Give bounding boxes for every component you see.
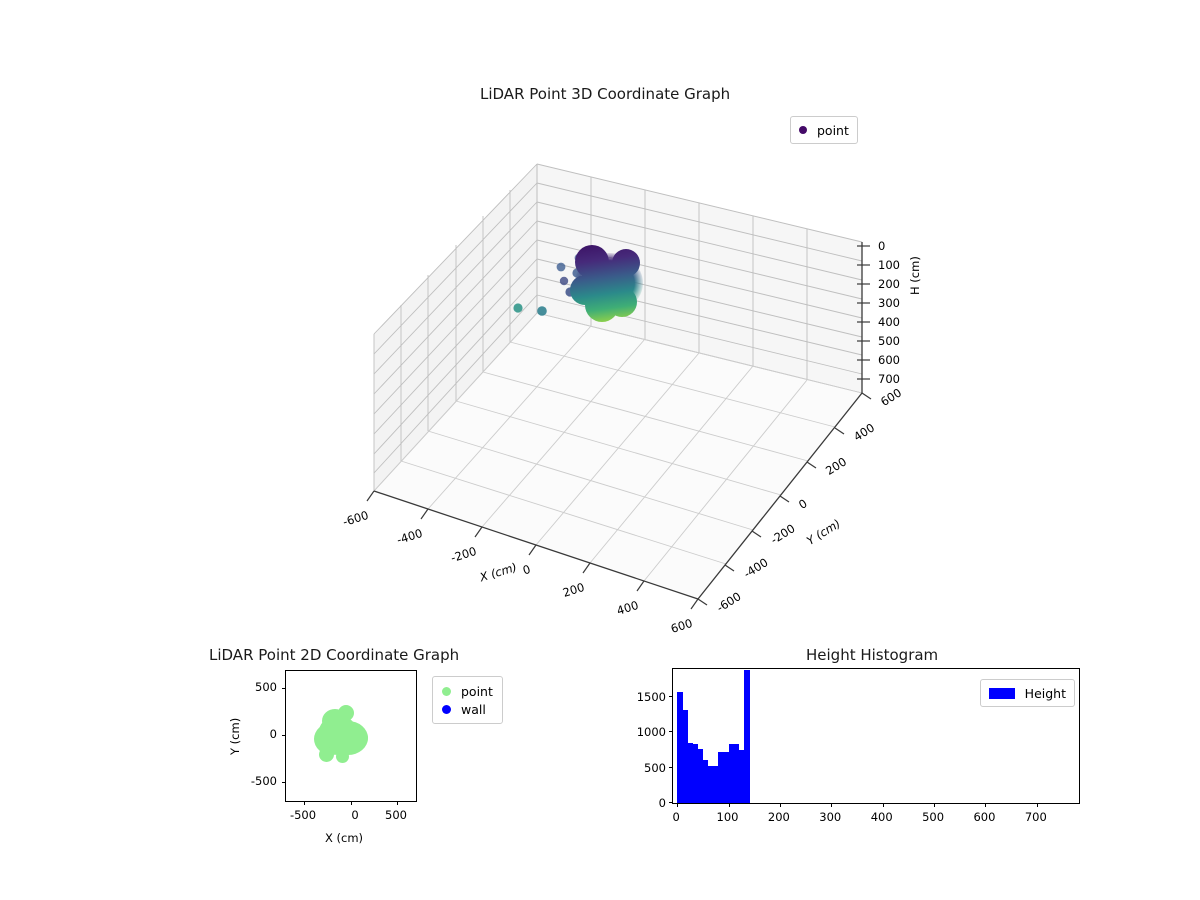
- hist-x-tick-700: 700: [1024, 810, 1047, 824]
- histogram-bar: [728, 744, 735, 803]
- plot2d-axes[interactable]: [282, 670, 417, 805]
- histogram-bars: [673, 669, 1079, 803]
- h-tick-100: 100: [878, 258, 900, 272]
- hist-y-tick-1000: 1000: [636, 725, 666, 739]
- point-marker-icon: [442, 686, 451, 696]
- h-tick-400: 400: [878, 315, 900, 329]
- y-tickmark: [669, 696, 673, 697]
- histogram-bar: [738, 749, 745, 803]
- histogram-bar: [687, 743, 693, 803]
- plot2d-legend: point wall: [432, 676, 503, 724]
- y-tickmark: [669, 802, 673, 803]
- y-tickmark: [282, 688, 286, 689]
- x-tickmark: [831, 803, 833, 807]
- hist-x-tick-400: 400: [870, 810, 893, 824]
- histogram-bar: [718, 751, 724, 803]
- y-tickmark: [282, 782, 286, 783]
- x-tickmark: [934, 803, 936, 807]
- x-tickmark: [397, 801, 398, 805]
- scatter-blob: [319, 747, 334, 762]
- plot2d-y-tick-0: 0: [269, 727, 277, 741]
- y-tickmark: [282, 735, 286, 736]
- h-tick-200: 200: [878, 277, 900, 291]
- plot3d-canvas: [366, 163, 872, 610]
- scatter-blob: [316, 727, 330, 741]
- histogram-bar: [733, 743, 740, 803]
- histogram-bar: [692, 743, 699, 803]
- hist-x-tick-600: 600: [973, 810, 996, 824]
- legend-label: point: [817, 122, 849, 138]
- scatter-blob: [346, 727, 368, 749]
- hist-y-tick-0: 0: [658, 796, 666, 810]
- scatter-blob: [338, 705, 354, 721]
- histogram-legend: Height: [979, 679, 1075, 707]
- x-tickmark: [985, 803, 987, 807]
- plot3d-axes[interactable]: 0 100 200 300 400 500 600 700 H (cm) -60…: [330, 150, 922, 636]
- legend-item-wall: wall: [442, 700, 493, 718]
- point-marker-icon: [799, 126, 807, 134]
- plot2d-y-tick--500: -500: [250, 774, 277, 788]
- plot2d-x-tick-500: 500: [385, 808, 407, 822]
- plot2d-y-axis-label: Y (cm): [228, 717, 242, 755]
- h-axis-label: H (cm): [908, 256, 922, 295]
- h-tick-600: 600: [878, 353, 900, 367]
- h-tick-0: 0: [878, 239, 886, 253]
- histogram-bar: [682, 709, 688, 803]
- x-tickmark: [728, 803, 730, 807]
- plot2d-x-tick--500: -500: [289, 808, 317, 822]
- histogram-bar: [677, 691, 683, 803]
- hist-x-tick-100: 100: [716, 810, 739, 824]
- hist-y-tick-500: 500: [644, 761, 666, 775]
- plot3d-title: LiDAR Point 3D Coordinate Graph: [480, 85, 731, 103]
- histogram-bar: [707, 766, 714, 803]
- histogram-bar: [697, 748, 704, 803]
- height-bar-icon: [988, 687, 1015, 699]
- histogram-bar: [743, 670, 750, 803]
- wall-marker-icon: [442, 704, 451, 714]
- hist-y-tick-1500: 1500: [636, 690, 666, 704]
- x-tickmark: [1036, 803, 1038, 807]
- x-tickmark: [677, 803, 679, 807]
- scatter-blob: [336, 750, 349, 763]
- hist-x-tick-200: 200: [767, 810, 790, 824]
- legend-item-height: Height: [988, 684, 1066, 702]
- legend-label: point: [461, 683, 493, 699]
- histogram-axes[interactable]: Height: [669, 668, 1080, 807]
- h-tick-300: 300: [878, 296, 900, 310]
- y-tickmark: [669, 731, 673, 732]
- hist-x-tick-300: 300: [819, 810, 842, 824]
- x-tickmark: [779, 803, 781, 807]
- plot2d-x-tick-0: 0: [351, 808, 359, 822]
- x-tickmark: [351, 801, 352, 805]
- plot2d-title: LiDAR Point 2D Coordinate Graph: [209, 646, 460, 664]
- h-tick-700: 700: [878, 372, 900, 386]
- legend-item-point: point: [799, 121, 849, 139]
- x-tickmark: [304, 801, 305, 805]
- hist-x-tick-500: 500: [922, 810, 945, 824]
- histogram-bar: [723, 751, 729, 803]
- legend-label: Height: [1024, 685, 1066, 701]
- plot2d-x-axis-label: X (cm): [325, 831, 364, 845]
- legend-item-point: point: [442, 682, 493, 700]
- x-tickmark: [882, 803, 884, 807]
- plot3d-point-cloud: [560, 245, 660, 335]
- y-tickmark: [669, 767, 673, 768]
- hist-x-tick-0: 0: [672, 810, 680, 824]
- legend-label: wall: [461, 701, 486, 717]
- histogram-bar: [713, 765, 719, 803]
- histogram-title: Height Histogram: [806, 646, 939, 664]
- h-tick-500: 500: [878, 334, 900, 348]
- plot2d-y-tick-500: 500: [255, 680, 277, 694]
- plot3d-legend: point: [790, 116, 858, 144]
- histogram-bar: [702, 759, 709, 803]
